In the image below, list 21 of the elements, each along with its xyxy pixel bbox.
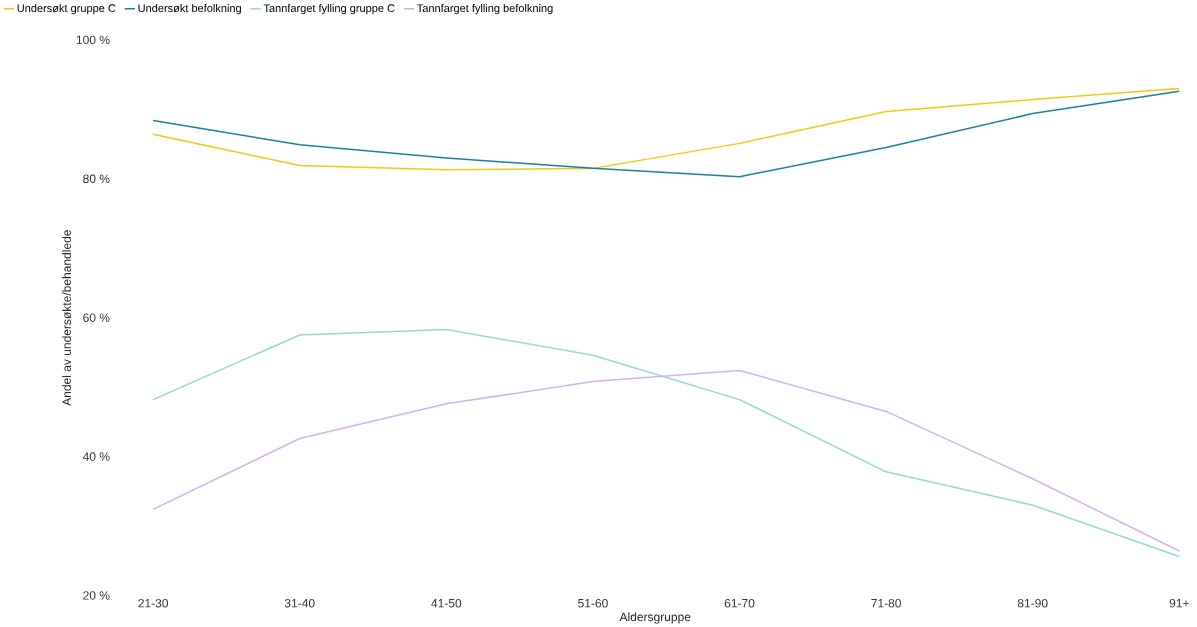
x-tick-label: 21-30 [138,599,169,608]
x-tick-label: 71-80 [871,599,902,608]
x-tick-label: 41-50 [431,599,462,608]
x-tick-label: 81-90 [1017,599,1048,608]
y-tick-label: 60 % [83,313,110,322]
y-axis-title: Andel av undersøkte/behandlede [62,230,72,406]
x-tick-label: 51-60 [578,599,608,608]
line-series [152,328,1181,558]
legend-label: Undersøkt befolkning [138,4,241,15]
line-series [152,369,1181,552]
y-tick-label: 100 % [76,35,110,45]
legend-label: Tannfarget fylling befolkning [417,4,553,15]
y-tick-label: 80 % [83,174,110,184]
y-tick-label: 20 % [83,591,110,600]
legend-label: Undersøkt gruppe C [17,4,116,15]
x-tick-label: 61-70 [724,599,755,608]
x-axis-title: Aldersgruppe [619,612,691,624]
x-tick-label: 31-40 [284,599,315,608]
legend-label: Tannfarget fylling gruppe C [263,4,395,15]
x-tick-label: 91+ [1169,599,1189,608]
y-tick-label: 40 % [82,452,110,461]
